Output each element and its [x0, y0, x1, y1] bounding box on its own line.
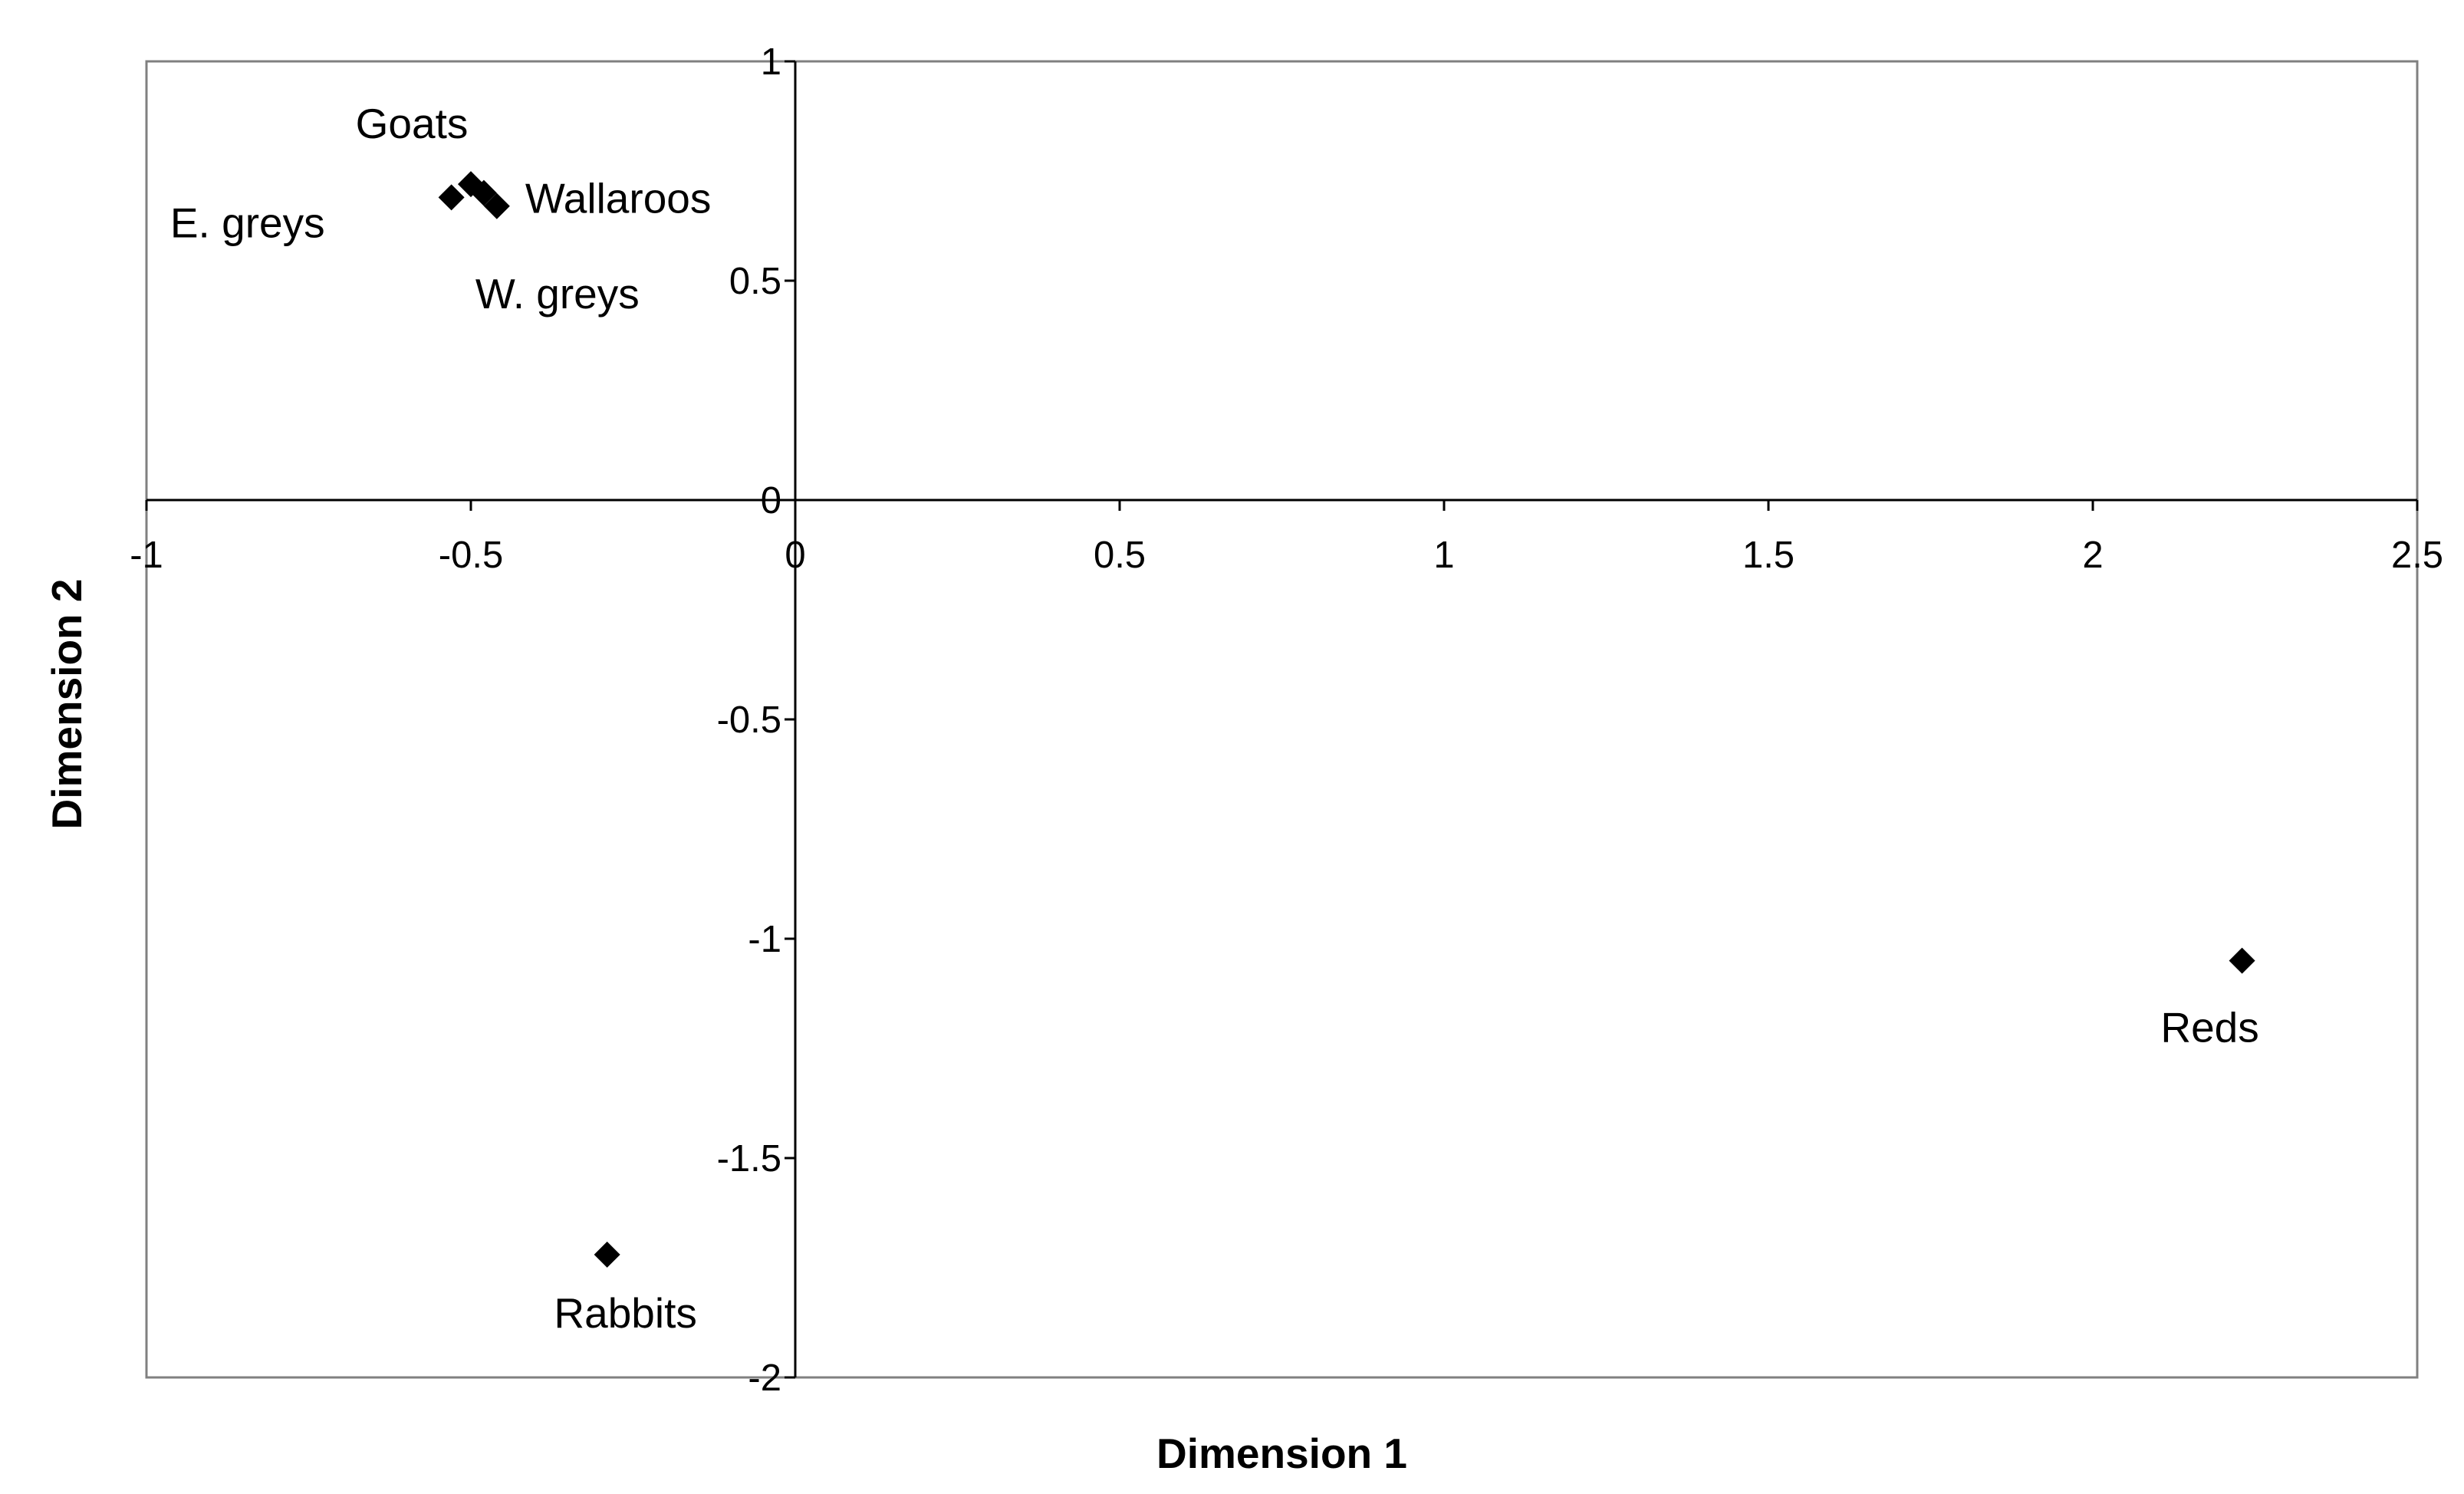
data-point [438, 184, 465, 211]
x-axis-ticks: -1 -0.5 0 0.5 1 1.5 2 2.5 [130, 500, 2443, 576]
data-point-label: W. greys [475, 270, 640, 318]
y-tick-label: 0.5 [729, 261, 781, 302]
x-tick-label: -1 [130, 535, 163, 576]
y-tick-label: -1 [748, 919, 781, 960]
y-axis-title: Dimension 2 [43, 578, 90, 829]
data-point-label: Goats [356, 100, 469, 147]
plot-frame [145, 60, 2419, 1379]
x-tick-label: 1.5 [1742, 535, 1795, 576]
data-points [438, 171, 2255, 1268]
y-tick-label: -0.5 [717, 699, 781, 741]
data-point [483, 193, 510, 219]
data-point-label: Reds [2160, 1004, 2258, 1051]
x-tick-label: 0.5 [1094, 535, 1146, 576]
data-point-labels: E. greys Goats Wallaroos W. greys Rabbits Red… [170, 100, 2259, 1337]
data-point-label: Wallaroos [525, 175, 711, 222]
y-tick-label: -1.5 [717, 1138, 781, 1180]
x-tick-label: 2 [2082, 535, 2103, 576]
x-tick-label: 0 [785, 535, 805, 576]
y-tick-label: 0 [761, 480, 781, 522]
data-point-label: Rabbits [554, 1289, 696, 1337]
x-tick-label: -0.5 [439, 535, 503, 576]
data-point-label: E. greys [170, 199, 325, 246]
x-axis-title: Dimension 1 [1156, 1430, 1407, 1477]
x-tick-label: 1 [1433, 535, 1454, 576]
y-axis-ticks: 1 0.5 0 -0.5 -1 -1.5 -2 [717, 41, 795, 1399]
data-point [2229, 947, 2255, 974]
y-tick-label: -2 [748, 1357, 781, 1399]
data-point [470, 179, 497, 206]
y-tick-label: 1 [761, 41, 781, 83]
data-point [594, 1241, 620, 1268]
x-tick-label: 2.5 [2391, 535, 2443, 576]
